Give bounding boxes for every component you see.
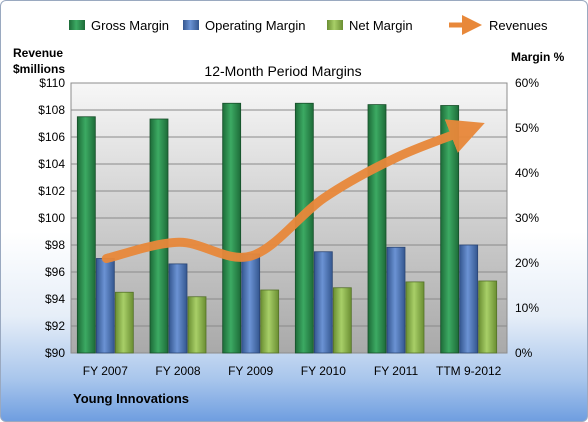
left-tick-label: $96 xyxy=(45,265,65,279)
bars xyxy=(76,102,498,354)
left-tick-label: $102 xyxy=(38,184,65,198)
bar-net-margin-fy-2011 xyxy=(405,281,425,354)
left-axis-title-line1: Revenue xyxy=(13,46,63,60)
bar-operating-margin-fy-2011 xyxy=(386,246,406,354)
right-tick-label: 40% xyxy=(515,166,539,180)
left-tick-label: $98 xyxy=(45,238,65,252)
right-axis-ticks: 0% 10% 20% 30% 40% 50% 60% xyxy=(515,76,539,360)
category-label: FY 2007 xyxy=(83,364,128,378)
right-tick-label: 60% xyxy=(515,76,539,90)
bar-gross-margin-fy-2008 xyxy=(149,118,169,354)
bar-gross-margin-fy-2010 xyxy=(294,102,314,354)
category-label: FY 2009 xyxy=(228,364,273,378)
left-tick-label: $100 xyxy=(38,211,65,225)
bar-gross-margin-fy-2011 xyxy=(367,104,387,354)
left-tick-label: $110 xyxy=(39,76,65,90)
bar-operating-margin-fy-2010 xyxy=(313,251,333,354)
right-tick-label: 0% xyxy=(515,346,533,360)
right-tick-label: 20% xyxy=(515,256,539,270)
right-axis-title: Margin % xyxy=(511,50,565,64)
left-tick-label: $90 xyxy=(45,346,65,360)
bar-operating-margin-fy-2009 xyxy=(241,253,261,354)
left-axis-ticks: $90 $92 $94 $96 $98 $100 $102 $104 $106 $108 $110 xyxy=(38,76,65,360)
category-label: TTM 9-2012 xyxy=(436,364,502,378)
category-label: FY 2011 xyxy=(374,364,419,378)
left-tick-label: $94 xyxy=(45,292,65,306)
legend-label-revenues: Revenues xyxy=(489,18,548,33)
legend-swatch-gross-margin xyxy=(69,20,85,30)
company-name: Young Innovations xyxy=(73,391,189,406)
bar-operating-margin-ttm-9-2012 xyxy=(459,244,479,354)
bar-net-margin-fy-2009 xyxy=(260,289,280,354)
legend: Gross Margin Operating Margin Net Margin… xyxy=(69,15,548,35)
left-axis-title-line2: $millions xyxy=(13,62,65,76)
bar-net-margin-fy-2008 xyxy=(187,296,207,354)
legend-label-net-margin: Net Margin xyxy=(349,18,413,33)
bar-gross-margin-ttm-9-2012 xyxy=(440,105,460,354)
category-labels: FY 2007 FY 2008 FY 2009 FY 2010 FY 2011 TTM 9… xyxy=(83,364,502,378)
category-label: FY 2008 xyxy=(155,364,200,378)
revenues-line xyxy=(101,119,485,263)
left-tick-label: $104 xyxy=(38,157,65,171)
legend-swatch-operating-margin xyxy=(183,20,199,30)
bar-gross-margin-fy-2007 xyxy=(76,116,96,354)
right-tick-label: 30% xyxy=(515,211,539,225)
legend-label-gross-margin: Gross Margin xyxy=(91,18,169,33)
bar-operating-margin-fy-2008 xyxy=(168,263,188,354)
bar-operating-margin-fy-2007 xyxy=(95,258,115,354)
right-tick-label: 10% xyxy=(515,301,539,315)
revenue-line xyxy=(101,119,485,263)
legend-label-operating-margin: Operating Margin xyxy=(205,18,305,33)
legend-swatch-net-margin xyxy=(327,20,343,30)
left-tick-label: $92 xyxy=(45,319,65,333)
right-tick-label: 50% xyxy=(515,121,539,135)
bar-gross-margin-fy-2009 xyxy=(222,102,242,354)
bar-net-margin-ttm-9-2012 xyxy=(478,280,498,354)
left-tick-label: $108 xyxy=(38,103,65,117)
bar-net-margin-fy-2007 xyxy=(114,291,134,354)
category-label: FY 2010 xyxy=(301,364,346,378)
bar-net-margin-fy-2010 xyxy=(332,287,352,354)
left-tick-label: $106 xyxy=(38,130,65,144)
chart-title: 12-Month Period Margins xyxy=(204,63,361,79)
gridlines xyxy=(71,109,507,327)
